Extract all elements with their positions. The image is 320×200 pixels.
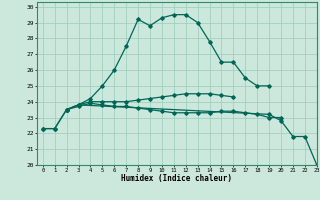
- X-axis label: Humidex (Indice chaleur): Humidex (Indice chaleur): [121, 174, 232, 183]
